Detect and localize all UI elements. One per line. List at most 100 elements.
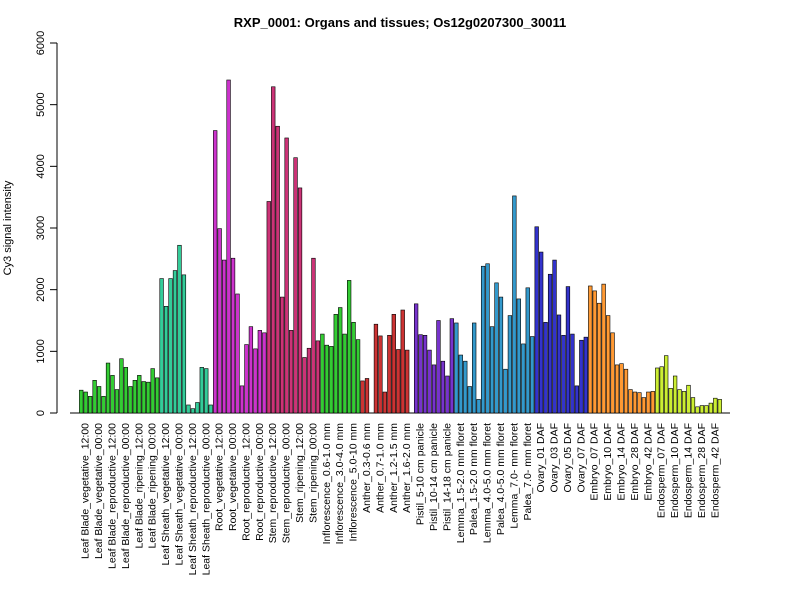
x-tick-label: Inflorescence_3.0-4.0 mm — [334, 423, 346, 545]
x-tick-label: Pistil_5-10 cm panicle — [415, 423, 427, 525]
bar — [597, 302, 602, 414]
bar — [315, 340, 321, 414]
y-axis: 0 1000 2000 3000 4000 5000 6000 — [35, 31, 58, 416]
x-tick-label: Leaf Sheath_reproductive_12:00 — [187, 423, 199, 576]
chart-title: RXP_0001: Organs and tissues; Os12g02073… — [234, 15, 566, 30]
bar — [311, 257, 316, 414]
bar — [324, 344, 329, 414]
x-tick-label: Leaf Blade_ripening_12:00 — [133, 423, 145, 549]
bar — [436, 320, 441, 414]
bar — [472, 322, 477, 414]
bar — [101, 396, 106, 414]
bar — [141, 381, 146, 414]
x-tick-label: Anther_0.7-1.0 mm — [374, 423, 386, 513]
bar — [96, 386, 102, 414]
bar — [297, 187, 303, 414]
bar — [677, 389, 682, 414]
x-tick-label: Root_reproductive_00:00 — [254, 423, 266, 541]
bar — [338, 307, 343, 414]
bar — [217, 228, 222, 414]
bar — [650, 391, 655, 414]
bar — [168, 278, 173, 414]
x-tick-label: Pistil_10-14 cm panicle — [428, 423, 440, 531]
bar — [373, 323, 379, 414]
bar — [119, 358, 124, 414]
bar — [570, 333, 575, 414]
bar — [405, 349, 410, 414]
bar — [396, 349, 401, 414]
bar — [521, 343, 526, 414]
bar — [574, 385, 580, 414]
bar — [235, 293, 240, 414]
bar — [123, 367, 129, 414]
bar — [320, 333, 325, 414]
bar — [480, 265, 486, 414]
bar — [248, 326, 254, 414]
bar — [467, 386, 472, 414]
bar — [503, 368, 508, 414]
bar — [704, 405, 709, 414]
x-tick-label: Palea_7.0- mm floret — [522, 423, 534, 521]
bar — [288, 330, 294, 414]
bar — [556, 314, 562, 414]
bar — [440, 360, 446, 414]
bar — [364, 378, 370, 414]
bar — [655, 367, 660, 414]
bar — [199, 367, 204, 414]
bar — [266, 201, 271, 414]
bar — [333, 314, 338, 414]
bar — [659, 366, 664, 414]
bar — [92, 380, 97, 414]
bar — [137, 375, 142, 414]
bar — [172, 270, 178, 414]
x-tick-label: Leaf Blade_vegetative_00:00 — [93, 423, 105, 559]
bar — [275, 125, 280, 414]
bar — [378, 335, 383, 414]
x-tick-label: Stem_reproductive_12:00 — [267, 423, 279, 543]
bar — [592, 290, 597, 414]
bar — [306, 347, 312, 414]
bar — [239, 385, 245, 414]
bar — [427, 349, 432, 414]
bar — [146, 381, 151, 414]
x-tick-label: Inflorescence_5.0-10 mm — [348, 423, 360, 542]
bar — [463, 360, 468, 414]
x-axis-labels: Leaf Blade_vegetative_12:00 Leaf Blade_ve… — [80, 423, 722, 576]
y-tick-label: 1000 — [35, 339, 47, 363]
bar — [552, 259, 557, 414]
bar — [360, 380, 365, 414]
bar — [579, 339, 584, 414]
bar — [637, 392, 642, 414]
bar — [293, 157, 298, 414]
bar — [681, 391, 687, 414]
x-tick-label: Ovary_07 DAF — [575, 423, 587, 492]
bar — [619, 363, 624, 414]
bar — [351, 322, 356, 414]
bar — [114, 389, 120, 414]
y-tick-label: 2000 — [35, 277, 47, 301]
bar — [525, 287, 530, 414]
bar — [690, 397, 696, 414]
x-tick-label: Stem_ripening_00:00 — [307, 423, 319, 523]
x-tick-label: Embryo_14 DAF — [616, 423, 628, 501]
bars — [70, 79, 730, 414]
x-tick-label: Root_vegetative_12:00 — [214, 423, 226, 531]
x-tick-label: Stem_ripening_12:00 — [294, 423, 306, 523]
x-tick-label: Ovary_01 DAF — [535, 423, 547, 492]
bar — [641, 397, 646, 414]
bar — [355, 339, 361, 414]
bar — [163, 306, 169, 414]
bar — [449, 318, 454, 414]
bar — [262, 332, 267, 414]
x-tick-label: Leaf Sheath_reproductive_00:00 — [200, 423, 212, 576]
bar — [583, 336, 588, 414]
x-tick-label: Endosperm_28 DAF — [696, 423, 708, 518]
bar — [561, 334, 566, 414]
bar — [431, 364, 437, 414]
y-tick-label: 3000 — [35, 216, 47, 240]
x-tick-label: Embryo_28 DAF — [629, 423, 641, 501]
bar — [547, 273, 553, 414]
x-tick-label: Endosperm_42 DAF — [709, 423, 721, 518]
bar — [717, 399, 722, 414]
